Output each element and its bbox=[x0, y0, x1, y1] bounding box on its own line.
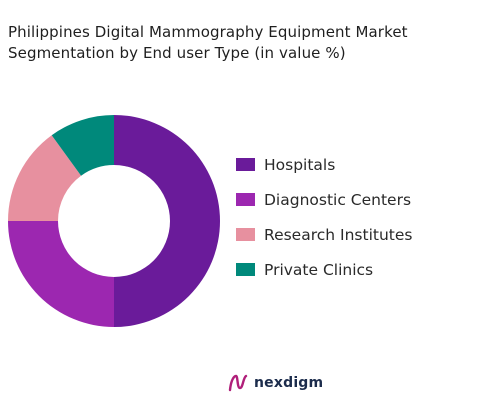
donut-slice-private-clinics bbox=[51, 115, 114, 176]
legend-item-diagnostic-centers: Diagnostic Centers bbox=[236, 182, 412, 217]
legend-label-hospitals: Hospitals bbox=[264, 155, 336, 174]
brand-name: nexdigm bbox=[254, 375, 324, 391]
legend: Hospitals Diagnostic Centers Research In… bbox=[236, 147, 412, 287]
legend-swatch-research-institutes bbox=[236, 228, 255, 241]
legend-item-private-clinics: Private Clinics bbox=[236, 252, 412, 287]
legend-swatch-private-clinics bbox=[236, 263, 255, 276]
donut-chart bbox=[8, 115, 220, 327]
legend-label-private-clinics: Private Clinics bbox=[264, 260, 374, 279]
donut-slice-research-institutes bbox=[8, 135, 82, 221]
chart-title-line-2: Segmentation by End user Type (in value … bbox=[8, 44, 346, 62]
legend-item-research-institutes: Research Institutes bbox=[236, 217, 412, 252]
brand: nexdigm bbox=[228, 374, 323, 392]
legend-swatch-diagnostic-centers bbox=[236, 193, 255, 206]
donut-slice-diagnostic-centers bbox=[8, 221, 114, 327]
legend-label-diagnostic-centers: Diagnostic Centers bbox=[264, 190, 412, 209]
chart-title-line-1: Philippines Digital Mammography Equipmen… bbox=[8, 23, 408, 41]
chart-title: Philippines Digital Mammography Equipmen… bbox=[8, 22, 478, 64]
donut-slice-hospitals bbox=[114, 115, 220, 327]
legend-item-hospitals: Hospitals bbox=[236, 147, 412, 182]
nexdigm-logo-icon bbox=[228, 374, 248, 392]
legend-swatch-hospitals bbox=[236, 158, 255, 171]
legend-label-research-institutes: Research Institutes bbox=[264, 225, 413, 244]
